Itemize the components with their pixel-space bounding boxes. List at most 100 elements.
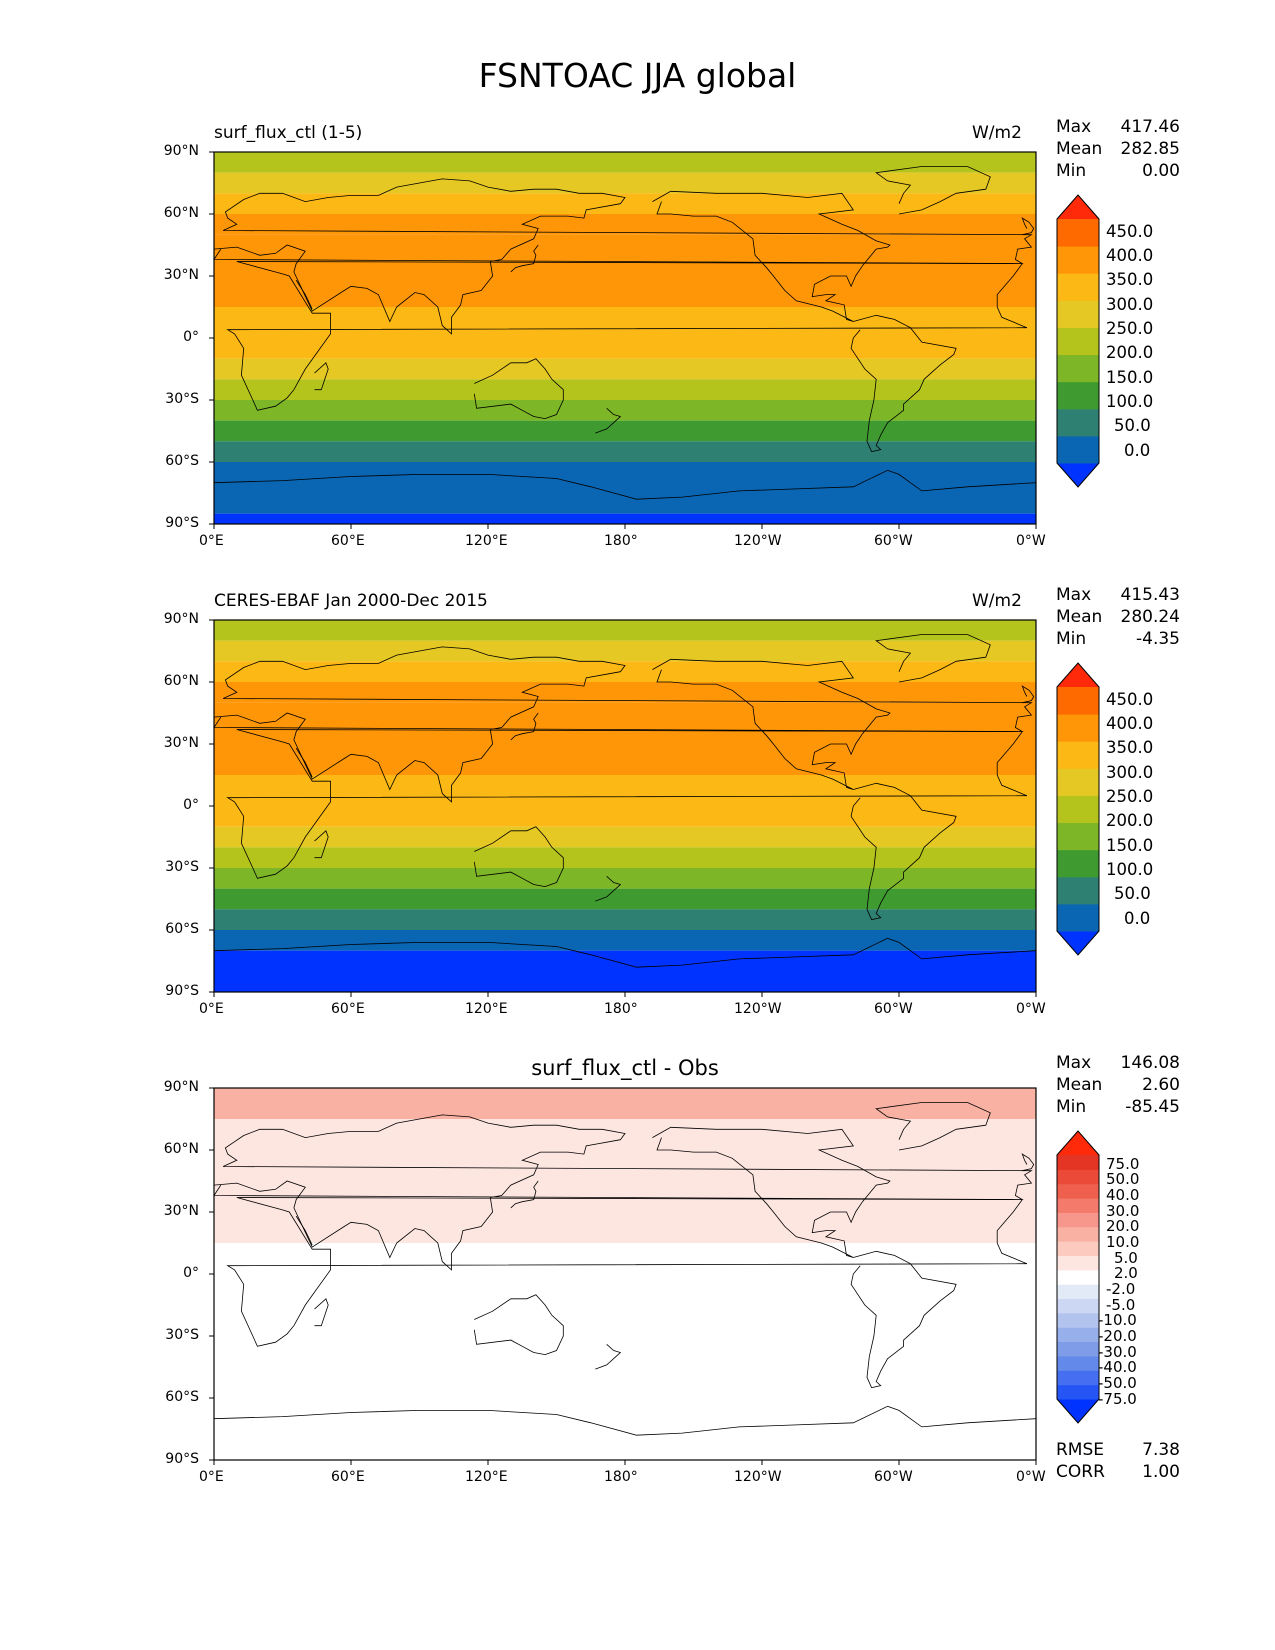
coastline [850, 782, 957, 921]
cb3-label: 40.0 [1106, 1186, 1140, 1204]
axis-ticks [209, 619, 1037, 997]
coastline [226, 1197, 1028, 1347]
colorbar-swatch [1057, 300, 1099, 328]
cb2-label: 150.0 [1106, 836, 1154, 855]
coastline [850, 1250, 957, 1389]
colorbar-swatch [1057, 1370, 1099, 1386]
coastline [473, 1294, 564, 1356]
cb1-label: 300.0 [1106, 295, 1154, 314]
field-band [214, 152, 1036, 173]
panel-3-map [209, 1087, 1037, 1465]
lat-tick-0: 0° [183, 797, 199, 813]
panel-3-min-value: -85.45 [1125, 1097, 1180, 1117]
corr-label: CORR [1056, 1462, 1105, 1482]
colorbar-swatch [1057, 408, 1099, 437]
cb3-label: -50.0 [1098, 1374, 1137, 1392]
panel-1-stats: Max 417.46 Mean 282.85 Min 0.00 [1056, 117, 1180, 183]
coastline [314, 830, 329, 859]
lat-tick-90S: 90°S [165, 983, 199, 999]
lat-tick-90N: 90°N [163, 143, 199, 159]
coastline [875, 1102, 991, 1151]
cb1-label: 350.0 [1106, 270, 1154, 289]
colorbar-swatch [1057, 822, 1099, 851]
lat-tick-90N: 90°N [163, 1079, 199, 1095]
coastlines [213, 166, 1037, 500]
field-band [214, 950, 1036, 992]
lon-tick-0E: 0°E [199, 1001, 224, 1017]
field-band [214, 234, 1036, 307]
panel-2-mean-value: 280.24 [1120, 607, 1180, 627]
colorbar-swatch [1057, 1183, 1099, 1199]
lat-tick-60S: 60°S [165, 453, 199, 469]
coastline [314, 362, 329, 391]
panel-1-mean-label: Mean [1056, 139, 1103, 159]
coastline [1021, 685, 1035, 704]
field-band [214, 462, 1036, 514]
coastline [652, 1126, 891, 1258]
colorbar-swatch [1057, 1298, 1099, 1314]
field-band [214, 214, 1036, 235]
colorbar-swatch [1057, 687, 1099, 715]
lon-tick-120E: 120°E [465, 1001, 508, 1017]
panel-2-map [209, 619, 1037, 997]
cb3-label: -5.0 [1106, 1296, 1136, 1314]
coastline [213, 937, 1037, 968]
lon-tick-60E: 60°E [331, 533, 365, 549]
coastline [473, 826, 564, 888]
cb1-label: 400.0 [1106, 246, 1154, 265]
colorbar-swatch [1057, 795, 1099, 824]
lat-tick-30N: 30°N [163, 267, 199, 283]
panel-2-units: W/m2 [972, 591, 1022, 611]
lat-tick-30S: 30°S [165, 391, 199, 407]
field-band [214, 888, 1036, 910]
lat-tick-60N: 60°N [163, 673, 199, 689]
coastline [510, 1180, 539, 1209]
panel-3-mean-value: 2.60 [1142, 1075, 1180, 1095]
coastline [473, 358, 564, 420]
lon-tick-120W: 120°W [734, 533, 782, 549]
panel-3-max-label: Max [1056, 1053, 1092, 1073]
panel-1-map [209, 151, 1037, 529]
lat-tick-0: 0° [183, 1265, 199, 1281]
panel-1-min-label: Min [1056, 161, 1087, 181]
panel-2-mean-label: Mean [1056, 607, 1103, 627]
axis-ticks [209, 1087, 1037, 1465]
lon-tick-180: 180° [604, 1001, 638, 1017]
field-band [214, 513, 1036, 524]
colorbar-swatch [1057, 768, 1099, 796]
lon-tick-0E: 0°E [199, 1469, 224, 1485]
lon-tick-180: 180° [604, 1469, 638, 1485]
cb1-label: 0.0 [1124, 441, 1151, 460]
colorbar-swatch [1057, 714, 1099, 742]
panel-3-stats: Max 146.08 Mean 2.60 Min -85.45 [1056, 1053, 1180, 1119]
field-band [214, 1243, 1036, 1305]
colorbar-swatch [1057, 1255, 1099, 1271]
cb3-label: 75.0 [1106, 1155, 1140, 1173]
panel-3-min-label: Min [1056, 1097, 1087, 1117]
lon-tick-0W: 0°W [1016, 1001, 1046, 1017]
colorbar-outline [1056, 662, 1100, 956]
coastline [510, 712, 539, 741]
panel-3-mean-label: Mean [1056, 1075, 1103, 1095]
cb3-label: 5.0 [1114, 1249, 1138, 1267]
coastline [1021, 217, 1035, 236]
colorbar-outline [1056, 194, 1100, 488]
field-band [214, 193, 1036, 214]
cb2-label: 250.0 [1106, 787, 1154, 806]
field-band [214, 441, 1036, 462]
field-band [214, 868, 1036, 889]
cb1-label: 50.0 [1114, 416, 1151, 435]
cb2-label: 300.0 [1106, 763, 1154, 782]
field-band [214, 661, 1036, 682]
lat-tick-90S: 90°S [165, 515, 199, 531]
cb3-label: -40.0 [1098, 1358, 1137, 1376]
cb3-label: -2.0 [1106, 1280, 1136, 1298]
field-band [214, 172, 1036, 194]
axis-ticks [209, 151, 1037, 529]
lat-tick-90N: 90°N [163, 611, 199, 627]
lat-tick-30N: 30°N [163, 1203, 199, 1219]
cb2-label: 100.0 [1106, 860, 1154, 879]
colorbar-swatch [1057, 1312, 1099, 1328]
colorbar-extend-max [1057, 1131, 1099, 1155]
lat-tick-30S: 30°S [165, 1327, 199, 1343]
